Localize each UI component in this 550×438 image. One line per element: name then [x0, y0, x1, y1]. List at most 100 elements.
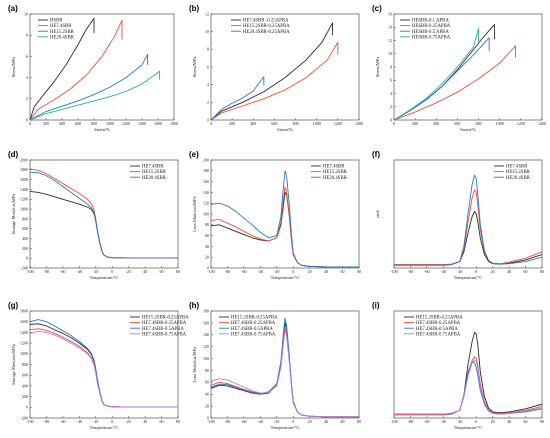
x-tick-label: 20 — [308, 419, 312, 424]
series-line-1 — [394, 210, 542, 266]
x-tick-label: -20 — [274, 419, 279, 424]
y-tick-label: 12 — [205, 11, 209, 16]
legend-entry: HESBR-0.1 APBA — [412, 19, 449, 24]
legend-entry: HE7.4SBR-0.75APBA — [416, 332, 461, 337]
y-tick-label: 120 — [203, 201, 209, 206]
chart-panel-f: (f) -100 -80 -60 -40 -20 0 20 40 60 80 Temperature/… — [372, 150, 544, 280]
x-tick-label: 400 — [59, 121, 65, 126]
series-group — [211, 170, 359, 268]
x-axis-label: Strain/% — [277, 127, 293, 132]
x-tick-label: 60 — [160, 419, 164, 424]
x-tick-label: 60 — [341, 269, 345, 274]
chart-panel-h: (h) -100 -80 -60 -40 -20 0 20 40 60 80 0 20 40 60 80 100… — [189, 301, 361, 430]
x-tick-label: -60 — [60, 269, 65, 274]
x-tick-label: 1200 — [334, 121, 342, 126]
x-tick-label: -100 — [26, 269, 33, 274]
legend-entry: HE15.2SBR-0.25APBA — [243, 24, 290, 29]
x-tick-label: 1400 — [138, 121, 146, 126]
x-tick-label: 0 — [475, 419, 477, 424]
y-tick-label: 20 — [205, 255, 209, 260]
y-tick-label: 1600 — [20, 177, 28, 182]
y-tick-label: 8 — [207, 47, 209, 52]
series-line-2 — [211, 186, 359, 268]
y-tick-label: 0 — [207, 117, 209, 122]
y-tick-label: 1000 — [20, 206, 28, 211]
series-line-2 — [211, 327, 359, 418]
series-group — [30, 319, 178, 408]
y-tick-label: 2 — [390, 104, 392, 109]
plot-frame — [393, 159, 543, 269]
panel-label: (c) — [372, 4, 382, 13]
y-tick-label: 4 — [26, 75, 28, 80]
legend-entry: HE20.4SBR — [142, 176, 167, 181]
x-tick-label: -80 — [408, 419, 413, 424]
x-tick-label: -80 — [408, 269, 413, 274]
x-axis-label: Temperature/°C — [454, 275, 483, 280]
y-axis-label: Stress/MPa — [375, 57, 380, 78]
series-group — [394, 331, 542, 416]
series-group — [394, 24, 517, 120]
legend: HE15.2SBR-0.25APBAHE7.4SBR-0.25APBAHE7.4… — [404, 316, 463, 337]
y-tick-label: -200 — [21, 265, 28, 270]
y-axis-label: Stress/MPa — [192, 57, 197, 78]
plot-frame — [393, 310, 543, 419]
series-line-2 — [211, 41, 339, 120]
x-tick-label: -100 — [26, 419, 33, 424]
series-line-2 — [394, 45, 517, 120]
series-line-1 — [30, 190, 178, 259]
y-tick-label: 2 — [26, 96, 28, 101]
x-tick-label: 600 — [454, 121, 460, 126]
y-tick-label: 80 — [205, 368, 209, 373]
x-axis-label: Strain/% — [460, 127, 476, 132]
x-tick-label: 1600 — [154, 121, 162, 126]
x-tick-label: 1000 — [313, 121, 321, 126]
x-tick-label: 200 — [229, 121, 235, 126]
y-tick-label: 180 — [203, 168, 209, 173]
y-tick-label: 8 — [26, 33, 28, 38]
x-tick-label: 40 — [324, 269, 328, 274]
x-tick-label: -40 — [258, 269, 263, 274]
y-tick-label: 1400 — [20, 330, 28, 335]
panel-label: (e) — [189, 150, 199, 159]
y-tick-label: 0 — [207, 265, 209, 270]
x-tick-label: 1800 — [170, 121, 178, 126]
x-axis-label: Temperature/°C — [90, 275, 119, 280]
y-axis-label: Loss Modulus/MPa — [192, 196, 197, 231]
x-tick-label: 80 — [540, 269, 544, 274]
y-tick-label: 12 — [388, 38, 392, 43]
x-tick-label: -40 — [258, 419, 263, 424]
chart-panel-a: (a) 0 200 400 600 800 1000 1200 1400 1600 1800 0 2 4 6… — [8, 4, 178, 132]
y-tick-label: -200 — [21, 415, 28, 420]
legend-entry: HE15.2SBR — [142, 170, 167, 175]
x-tick-label: 0 — [29, 121, 31, 126]
y-tick-label: 4 — [207, 82, 209, 87]
x-tick-label: 80 — [540, 419, 544, 424]
y-tick-label: 60 — [205, 233, 209, 238]
y-tick-label: 2 — [207, 100, 209, 105]
y-tick-label: 200 — [203, 157, 209, 162]
series-line-2 — [30, 19, 123, 120]
x-tick-label: 1000 — [496, 121, 504, 126]
x-tick-label: -60 — [60, 419, 65, 424]
y-tick-label: 1800 — [20, 167, 28, 172]
legend-entry: HE15.2SBR — [323, 170, 348, 175]
panel-label: (g) — [8, 301, 19, 310]
x-tick-label: -100 — [390, 269, 397, 274]
x-tick-label: 800 — [91, 121, 97, 126]
x-tick-label: 0 — [393, 121, 395, 126]
series-line-3 — [394, 174, 542, 266]
x-tick-label: -40 — [77, 419, 82, 424]
series-group — [211, 22, 339, 120]
legend: HE15.2SBR-0.25APBAHE7.4SBR-0.25APBAHE7.4… — [219, 316, 278, 337]
y-tick-label: 800 — [22, 216, 28, 221]
series-line-3 — [30, 171, 178, 259]
chart-panel-g: (g)-100 -80 -60 -40 -20 0 20 40 60 80-20002004006… — [8, 301, 189, 430]
legend-entry: HE7.4SBR-0.25APBA — [142, 321, 187, 326]
x-tick-label: 60 — [160, 269, 164, 274]
x-tick-label: 200 — [43, 121, 49, 126]
x-tick-label: -60 — [241, 269, 246, 274]
plot-frame — [29, 13, 175, 121]
series-line-2 — [30, 328, 178, 408]
